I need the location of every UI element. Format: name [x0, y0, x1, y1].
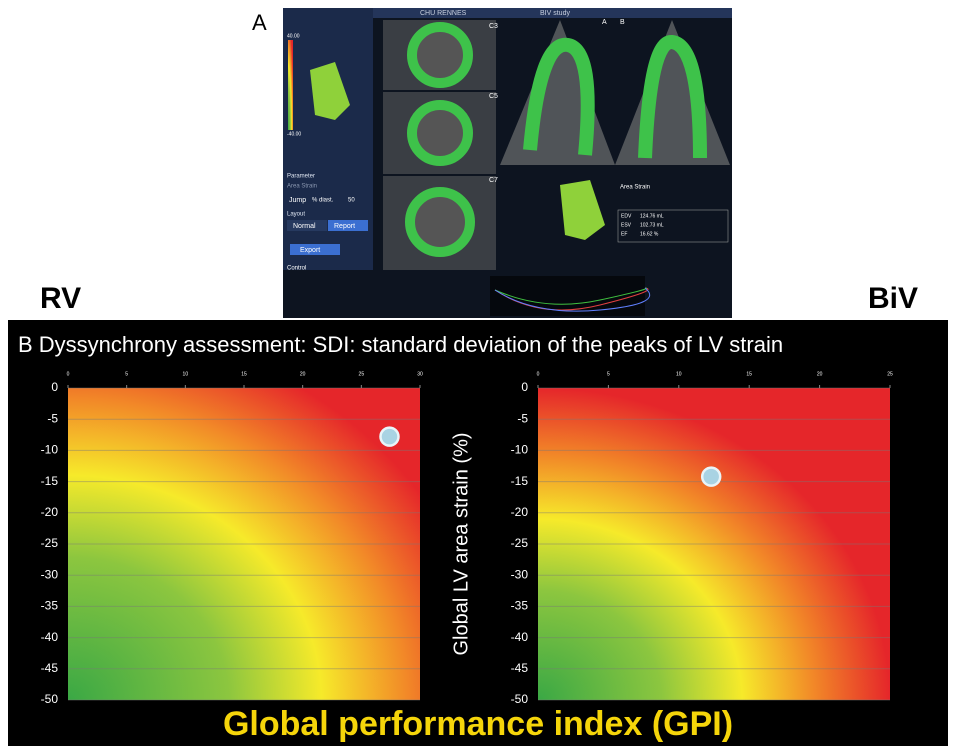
x-tick-label: 0 [537, 371, 540, 377]
info-table [617, 209, 729, 243]
y-tick-label: -25 [511, 536, 529, 550]
sidebar-text: Area Strain [287, 184, 317, 190]
y-axis-title: Global LV area strain (%) [450, 432, 472, 655]
sidebar-text: Layout [287, 212, 305, 218]
screenshot: CHU RENNES BIV study C3 C5 C7 A B 40.00 … [283, 8, 732, 318]
y-tick-label: 0 [521, 380, 528, 394]
plot-area [68, 388, 420, 700]
sidebar-text: Parameter [287, 174, 315, 180]
table-cell: 102.73 mL [640, 222, 664, 228]
strain-contour [638, 35, 707, 159]
strain-ring [407, 100, 473, 166]
x-tick-label: 5 [607, 371, 610, 377]
lv-model [560, 180, 605, 240]
y-tick-label: -10 [41, 443, 59, 457]
y-tick-label: -25 [41, 536, 59, 550]
x-tick-label: 15 [241, 371, 247, 377]
strain-ring [405, 187, 475, 257]
button[interactable] [290, 244, 340, 255]
sidebar-text: % diast. [312, 198, 334, 204]
x-tick-label: 20 [817, 371, 823, 377]
table-cell: ESV [621, 222, 632, 228]
y-tick-label: -35 [511, 599, 529, 613]
header-text: CHU RENNES [420, 10, 467, 17]
button-text: Export [300, 247, 320, 254]
scale-label: 40.00 [287, 33, 300, 39]
strain-contour [523, 37, 595, 156]
x-tick-label: 5 [125, 371, 128, 377]
button[interactable] [287, 220, 327, 231]
y-tick-label: -45 [511, 661, 529, 675]
table-cell: 124.76 mL [640, 213, 664, 219]
x-tick-label: 10 [183, 371, 189, 377]
sidebar-text: Jump [289, 197, 306, 204]
x-tick-label: 20 [300, 371, 306, 377]
table-cell: EF [621, 231, 627, 237]
button-text: Normal [293, 223, 316, 230]
header-bar [373, 8, 732, 18]
y-tick-label: 0 [51, 380, 58, 394]
y-tick-label: -50 [511, 692, 529, 706]
x-tick-label: 15 [746, 371, 752, 377]
y-tick-label: -30 [511, 567, 529, 581]
panel-label: A [252, 10, 267, 35]
y-tick-label: -20 [41, 505, 59, 519]
curve [494, 287, 647, 305]
view-tag: C7 [489, 177, 498, 184]
view-tag: C3 [489, 23, 498, 30]
x-tick-label: 30 [417, 371, 423, 377]
x-tick-label: 10 [676, 371, 682, 377]
data-point [700, 466, 722, 487]
plot-area [538, 388, 890, 700]
scale-label: -40.00 [287, 131, 301, 137]
sidebar-text: Control [287, 266, 306, 272]
plot-title: Area Strain [620, 185, 650, 191]
button-text: Report [334, 223, 355, 230]
y-tick-label: -30 [41, 567, 59, 581]
strain-ring [407, 22, 473, 88]
header-text: BIV study [540, 10, 570, 17]
x-tick-label: 25 [359, 371, 365, 377]
view-tag: B [620, 19, 625, 26]
view-tag: A [602, 19, 607, 26]
y-tick-label: -40 [511, 630, 529, 644]
y-tick-label: -20 [511, 505, 529, 519]
y-tick-label: -15 [41, 474, 59, 488]
curve [494, 287, 651, 312]
y-tick-label: -35 [41, 599, 59, 613]
y-tick-label: -40 [41, 630, 59, 644]
x-tick-label: 25 [887, 371, 893, 377]
lv-model [310, 62, 350, 120]
y-tick-label: -50 [41, 692, 59, 706]
y-tick-label: -5 [517, 411, 528, 425]
charts: 0-5-10-15-20-25-30-35-40-45-500 5 10 15 20 25… [41, 371, 893, 706]
y-tick-label: -45 [41, 661, 59, 675]
y-tick-label: -10 [511, 443, 529, 457]
side-label: BiV [868, 282, 918, 315]
side-label: RV [40, 282, 81, 315]
table-cell: EDV [621, 213, 632, 219]
data-point [379, 426, 400, 447]
table-cell: 16.62 % [640, 231, 659, 237]
view-tag: C5 [489, 93, 498, 100]
y-tick-label: -5 [47, 411, 58, 425]
x-tick-label: 0 [67, 371, 70, 377]
y-tick-label: -15 [511, 474, 529, 488]
color-scale [288, 40, 293, 130]
panel-b-title: B Dyssynchrony assessment: SDI: standard… [18, 332, 783, 357]
button[interactable] [328, 220, 368, 231]
sidebar-text: 50 [348, 198, 355, 204]
x-axis-title: Global performance index (GPI) [223, 705, 733, 743]
